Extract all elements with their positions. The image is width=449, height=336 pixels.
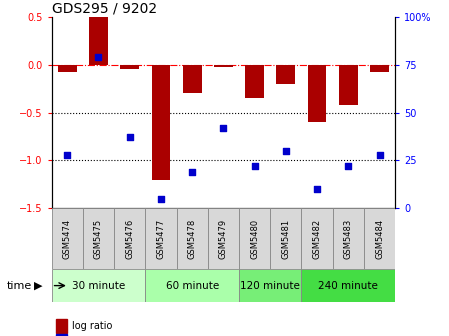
- Bar: [270, 208, 301, 269]
- Bar: [208, 208, 239, 269]
- Bar: [339, 65, 358, 105]
- Point: [157, 196, 164, 202]
- Point: [126, 135, 133, 140]
- Point: [189, 169, 196, 175]
- Bar: [239, 269, 301, 302]
- Bar: [120, 65, 139, 69]
- Point: [95, 54, 102, 60]
- Text: time: time: [7, 281, 32, 291]
- Point: [282, 148, 290, 154]
- Bar: [152, 65, 170, 179]
- Text: 60 minute: 60 minute: [166, 281, 219, 291]
- Text: 120 minute: 120 minute: [240, 281, 300, 291]
- Point: [251, 164, 258, 169]
- Bar: [145, 208, 176, 269]
- Bar: [176, 208, 208, 269]
- Bar: [52, 208, 83, 269]
- Bar: [364, 208, 395, 269]
- Bar: [183, 65, 202, 93]
- Bar: [301, 208, 333, 269]
- Text: GDS295 / 9202: GDS295 / 9202: [52, 2, 157, 16]
- Bar: [214, 65, 233, 67]
- Text: GSM5476: GSM5476: [125, 218, 134, 259]
- Text: GSM5481: GSM5481: [282, 218, 291, 259]
- Bar: [83, 208, 114, 269]
- Bar: [370, 65, 389, 72]
- Point: [64, 152, 71, 157]
- Text: GSM5478: GSM5478: [188, 218, 197, 259]
- Bar: [333, 208, 364, 269]
- Text: GSM5483: GSM5483: [344, 218, 353, 259]
- Text: GSM5475: GSM5475: [94, 218, 103, 259]
- Bar: [58, 65, 77, 72]
- Bar: [277, 65, 295, 84]
- Bar: [114, 208, 145, 269]
- Text: log ratio: log ratio: [72, 321, 112, 331]
- Bar: [89, 17, 108, 65]
- Text: GSM5479: GSM5479: [219, 218, 228, 259]
- Point: [345, 164, 352, 169]
- Text: GSM5477: GSM5477: [156, 218, 165, 259]
- Bar: [145, 269, 239, 302]
- Point: [313, 186, 321, 192]
- Text: GSM5484: GSM5484: [375, 218, 384, 259]
- Text: 240 minute: 240 minute: [318, 281, 378, 291]
- Bar: [245, 65, 264, 98]
- Bar: [239, 208, 270, 269]
- Text: GSM5482: GSM5482: [313, 218, 321, 259]
- Bar: [301, 269, 395, 302]
- Text: GSM5480: GSM5480: [250, 218, 259, 259]
- Text: 30 minute: 30 minute: [72, 281, 125, 291]
- Text: GSM5474: GSM5474: [63, 218, 72, 259]
- Bar: [52, 269, 145, 302]
- Point: [220, 125, 227, 131]
- Point: [376, 152, 383, 157]
- Bar: [308, 65, 326, 122]
- Text: ▶: ▶: [34, 281, 42, 291]
